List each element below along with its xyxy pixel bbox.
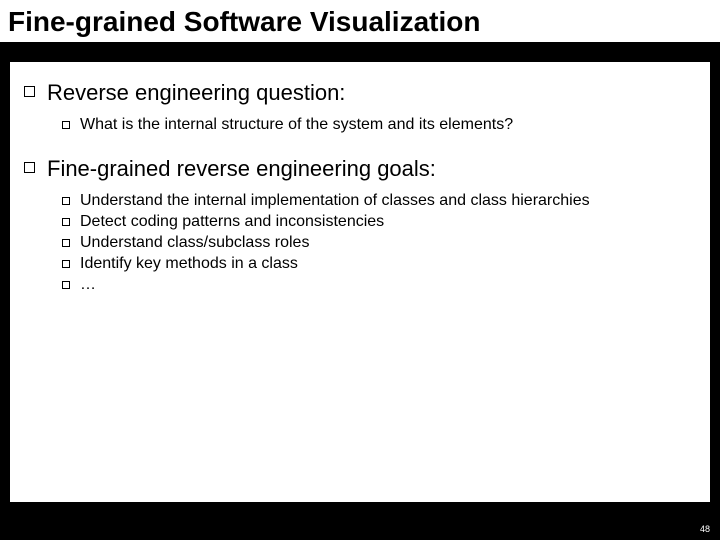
- content-panel: Reverse engineering question: What is th…: [10, 62, 710, 502]
- section-0-heading-row: Reverse engineering question:: [24, 80, 696, 106]
- section-1: Fine-grained reverse engineering goals: …: [24, 156, 696, 294]
- square-bullet-icon: [62, 197, 70, 205]
- list-item-text: Detect coding patterns and inconsistenci…: [80, 213, 384, 231]
- section-0-heading: Reverse engineering question:: [47, 80, 345, 106]
- page-number: 48: [700, 524, 710, 534]
- slide-title: Fine-grained Software Visualization: [8, 6, 712, 38]
- list-item: …: [62, 276, 696, 294]
- title-bar: Fine-grained Software Visualization: [0, 0, 720, 44]
- list-item-text: What is the internal structure of the sy…: [80, 116, 513, 134]
- list-item: Identify key methods in a class: [62, 255, 696, 273]
- section-1-heading-row: Fine-grained reverse engineering goals:: [24, 156, 696, 182]
- square-bullet-icon: [62, 281, 70, 289]
- list-item-text: Understand class/subclass roles: [80, 234, 309, 252]
- list-item-text: Understand the internal implementation o…: [80, 192, 590, 210]
- square-bullet-icon: [62, 218, 70, 226]
- list-item: Detect coding patterns and inconsistenci…: [62, 213, 696, 231]
- section-0-items: What is the internal structure of the sy…: [62, 116, 696, 134]
- list-item-text: Identify key methods in a class: [80, 255, 298, 273]
- list-item: Understand the internal implementation o…: [62, 192, 696, 210]
- section-1-items: Understand the internal implementation o…: [62, 192, 696, 294]
- square-bullet-icon: [24, 86, 35, 97]
- square-bullet-icon: [62, 260, 70, 268]
- square-bullet-icon: [62, 239, 70, 247]
- list-item-text: …: [80, 276, 96, 294]
- section-0: Reverse engineering question: What is th…: [24, 80, 696, 134]
- list-item: What is the internal structure of the sy…: [62, 116, 696, 134]
- square-bullet-icon: [24, 162, 35, 173]
- section-1-heading: Fine-grained reverse engineering goals:: [47, 156, 436, 182]
- square-bullet-icon: [62, 121, 70, 129]
- list-item: Understand class/subclass roles: [62, 234, 696, 252]
